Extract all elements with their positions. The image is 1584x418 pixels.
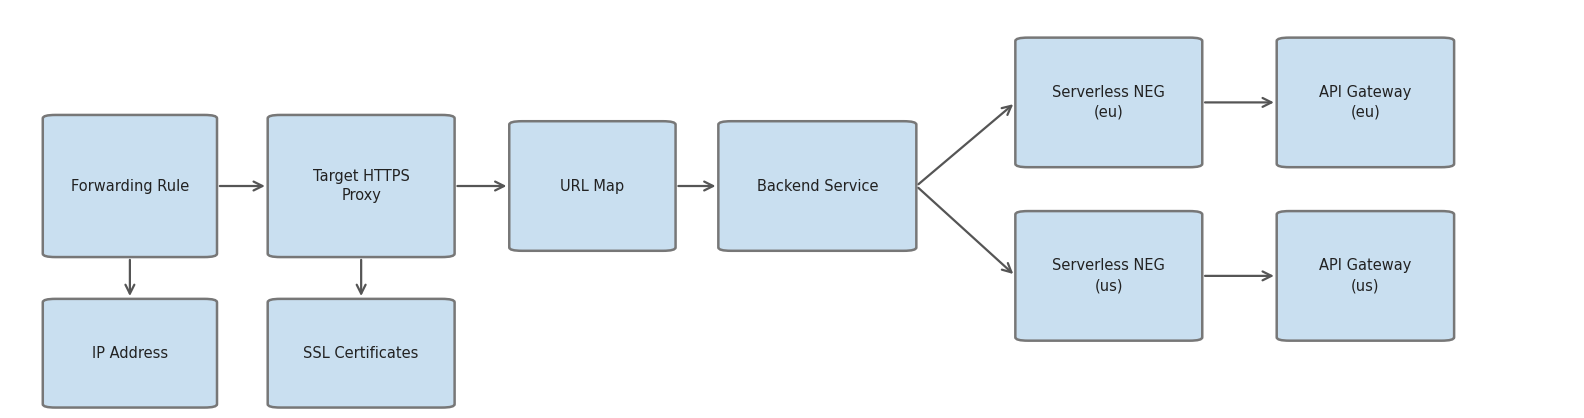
Text: API Gateway
(eu): API Gateway (eu): [1319, 85, 1411, 120]
Text: SSL Certificates: SSL Certificates: [304, 346, 418, 361]
FancyBboxPatch shape: [719, 121, 917, 251]
Text: Serverless NEG
(us): Serverless NEG (us): [1052, 258, 1166, 293]
Text: Serverless NEG
(eu): Serverless NEG (eu): [1052, 85, 1166, 120]
Text: Target HTTPS
Proxy: Target HTTPS Proxy: [312, 168, 410, 204]
FancyBboxPatch shape: [1015, 38, 1202, 167]
Text: Backend Service: Backend Service: [757, 178, 878, 194]
FancyBboxPatch shape: [43, 115, 217, 257]
Text: API Gateway
(us): API Gateway (us): [1319, 258, 1411, 293]
Text: URL Map: URL Map: [561, 178, 624, 194]
FancyBboxPatch shape: [1277, 211, 1454, 341]
FancyBboxPatch shape: [1015, 211, 1202, 341]
Text: IP Address: IP Address: [92, 346, 168, 361]
FancyBboxPatch shape: [268, 299, 455, 408]
FancyBboxPatch shape: [268, 115, 455, 257]
Text: Forwarding Rule: Forwarding Rule: [71, 178, 188, 194]
FancyBboxPatch shape: [1277, 38, 1454, 167]
FancyBboxPatch shape: [43, 299, 217, 408]
FancyBboxPatch shape: [510, 121, 676, 251]
